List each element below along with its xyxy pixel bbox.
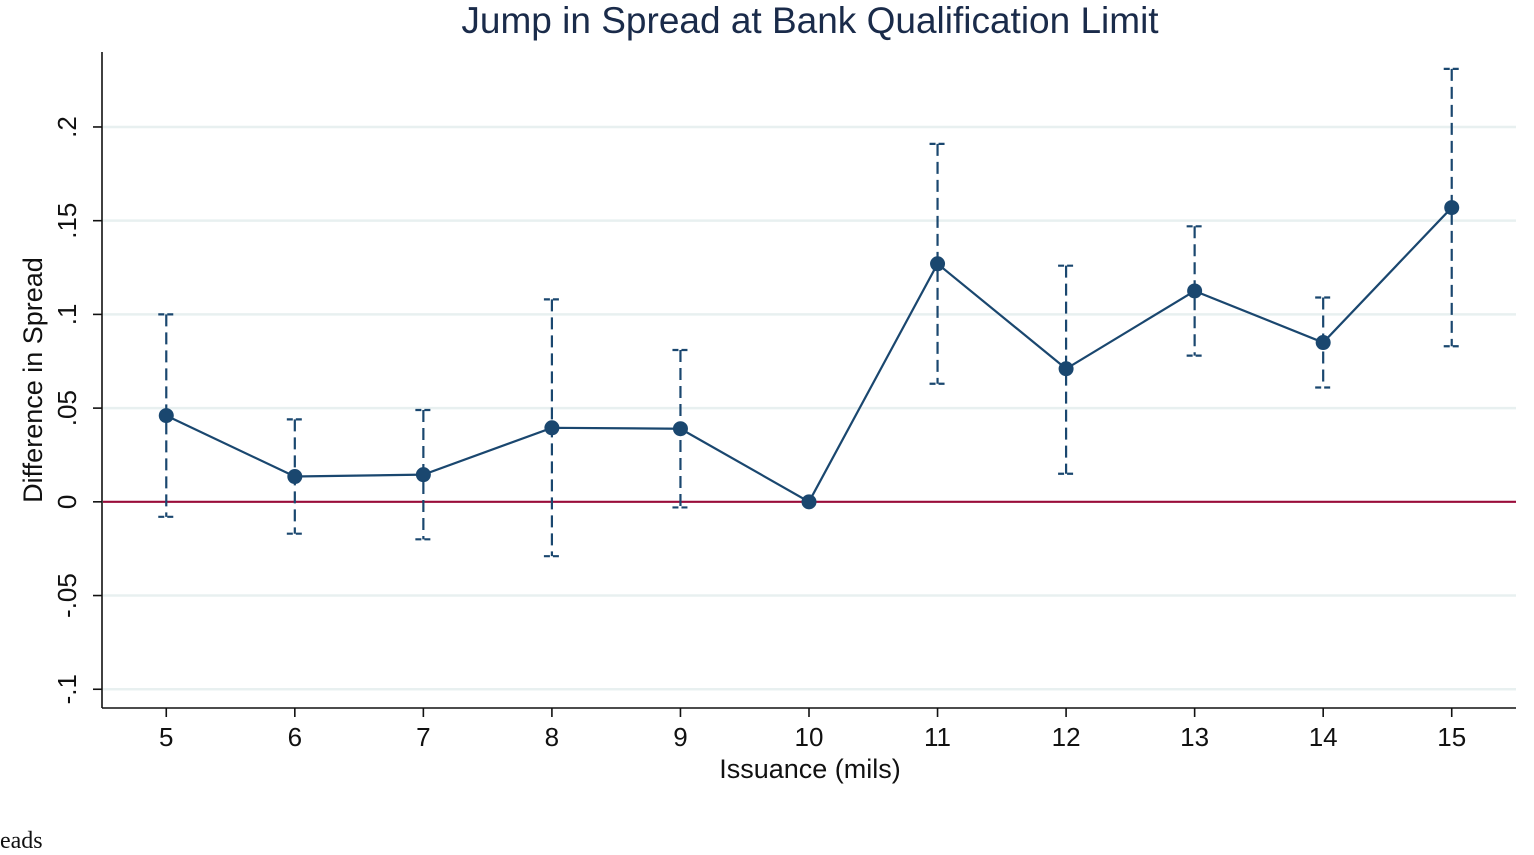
- data-point-10: [801, 494, 817, 510]
- x-tick-label-2: 7: [416, 722, 430, 752]
- x-tick-label-3: 8: [545, 722, 559, 752]
- y-tick-label-5: .15: [52, 203, 82, 239]
- data-point-12: [1058, 361, 1074, 377]
- x-tick-label-5: 10: [795, 722, 824, 752]
- data-point-9: [672, 421, 688, 437]
- data-point-11: [930, 256, 946, 272]
- y-tick-label-3: .05: [52, 390, 82, 426]
- data-point-6: [287, 469, 303, 485]
- x-tick-label-10: 15: [1437, 722, 1466, 752]
- data-point-5: [158, 408, 174, 424]
- y-tick-label-0: -.1: [52, 674, 82, 704]
- y-tick-label-4: .1: [52, 304, 82, 326]
- data-point-7: [415, 467, 431, 483]
- x-tick-label-6: 11: [924, 722, 951, 752]
- data-points: [158, 200, 1460, 510]
- y-tick-label-6: .2: [52, 116, 82, 138]
- axes: -.1 -.05 0 .05 .1 .15 .2 5 6 7 8 9 10 11 12 13 14 15: [52, 52, 1516, 752]
- data-point-8: [544, 420, 560, 436]
- data-point-15: [1444, 200, 1460, 216]
- footnote-text: preads: [0, 828, 43, 854]
- data-point-14: [1315, 335, 1331, 351]
- grid-lines: [103, 125, 1516, 691]
- y-axis-title: Difference in Spread: [18, 257, 48, 503]
- x-tick-label-0: 5: [159, 722, 173, 752]
- y-tick-label-2: 0: [52, 495, 82, 509]
- confidence-intervals: [158, 67, 1460, 558]
- x-tick-label-9: 14: [1309, 722, 1338, 752]
- series-line-group: [165, 206, 1453, 504]
- x-axis-title: Issuance (mils): [719, 754, 901, 784]
- x-tick-label-1: 6: [288, 722, 302, 752]
- x-tick-label-4: 9: [673, 722, 687, 752]
- chart-title: Jump in Spread at Bank Qualification Lim…: [461, 0, 1159, 41]
- x-tick-label-8: 13: [1180, 722, 1209, 752]
- x-tick-label-7: 12: [1052, 722, 1081, 752]
- series-line: [165, 206, 1453, 504]
- y-tick-label-1: -.05: [52, 573, 82, 618]
- data-point-13: [1187, 283, 1203, 299]
